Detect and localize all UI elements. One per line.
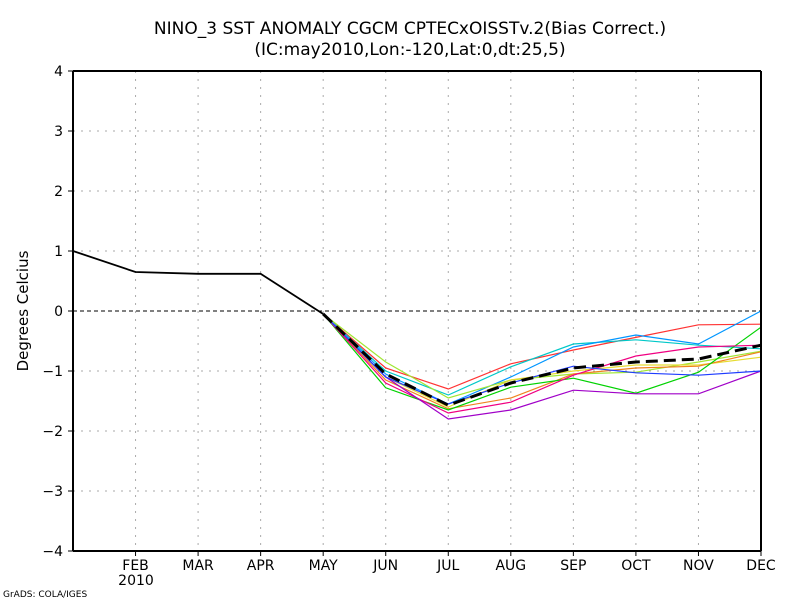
y-tick-label: 0 [54, 304, 63, 320]
axes [68, 70, 762, 556]
x-tick-label: SEP [560, 558, 586, 574]
y-tick-labels: 4 3 2 1 0 −1 −2 −3 −4 [42, 64, 63, 560]
footer-credit: GrADS: COLA/IGES [3, 590, 87, 600]
x-tick-label: JUN [372, 558, 398, 574]
x-tick-label: FEB [122, 558, 149, 574]
series-line-observed [72, 250, 324, 315]
x-tick-labels: FEB MAR APR MAY JUN JUL AUG SEP OCT NOV DEC [122, 558, 776, 574]
y-tick-label: −4 [42, 544, 63, 560]
series-line-ensemble-mean [322, 312, 762, 407]
y-tick-label: −1 [42, 364, 63, 380]
grid [73, 71, 761, 551]
x-tick-label: OCT [621, 558, 651, 574]
chart-title: NINO_3 SST ANOMALY CGCM CPTECxOISSTv.2(B… [154, 19, 666, 39]
series-line-member-blue [322, 313, 762, 405]
y-axis-label: Degrees Celcius [14, 250, 32, 371]
y-tick-label: −2 [42, 424, 63, 440]
x-tick-label: DEC [746, 558, 776, 574]
series-line-member-magenta [322, 313, 762, 414]
y-tick-label: −3 [42, 484, 63, 500]
x-tick-label: APR [247, 558, 275, 574]
y-tick-label: 2 [54, 184, 63, 200]
x-tick-label: JUL [436, 558, 459, 574]
y-tick-label: 4 [54, 64, 63, 80]
series-line-member-green [322, 313, 762, 411]
x-tick-label: MAY [309, 558, 339, 574]
y-tick-label: 1 [54, 244, 63, 260]
chart-subtitle: (IC:may2010,Lon:-120,Lat:0,dt:25,5) [254, 40, 565, 60]
x-tick-label: NOV [683, 558, 714, 574]
x-tick-label: AUG [495, 558, 526, 574]
series-line-member-cyan [322, 313, 762, 396]
series-line-member-yellow [322, 313, 762, 408]
series-line-member-purple [322, 313, 762, 420]
series-group [72, 250, 762, 420]
x-tick-label: MAR [182, 558, 214, 574]
x-year-label: 2010 [118, 573, 154, 589]
series-line-member-red [322, 313, 762, 390]
series-line-member-orange [322, 313, 762, 410]
y-tick-label: 3 [54, 124, 63, 140]
